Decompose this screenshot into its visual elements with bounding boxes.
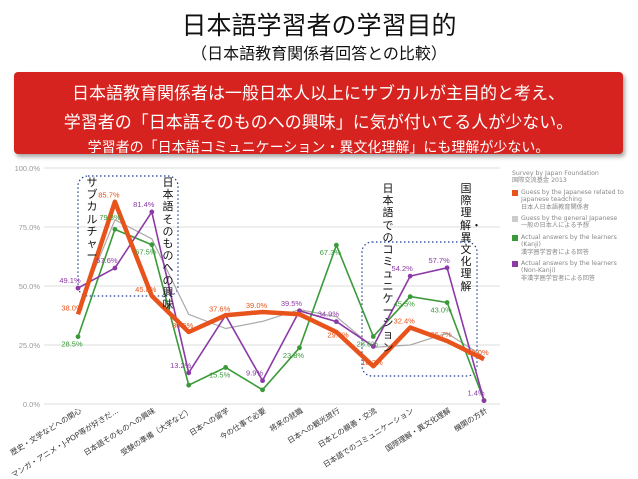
data-label-extra: 18.2% <box>361 358 383 367</box>
data-label-teachers: 38.0% <box>61 303 83 312</box>
data-label-nonkanji: 57.6% <box>96 256 118 265</box>
data-point-kanji <box>186 383 191 388</box>
y-tick-label: 50.0% <box>19 282 41 291</box>
legend-text-teachers: Guess by the Japanese related to Japanes… <box>521 189 624 203</box>
legend-swatch-teachers <box>512 190 518 196</box>
data-point-kanji <box>297 345 302 350</box>
legend-text-nonkanji-ja: 非漢字圏学習者による回答 <box>521 275 595 282</box>
data-label-nonkanji: 13.2% <box>170 361 192 370</box>
data-point-kanji <box>113 227 118 232</box>
data-label-teachers: 85.7% <box>98 191 120 200</box>
data-label-kanji: 43.0% <box>430 306 452 315</box>
data-point-kanji <box>76 334 81 339</box>
data-point-kanji <box>149 242 154 247</box>
data-label-extra: 29.5% <box>327 330 349 339</box>
data-label-nonkanji: 57.7% <box>428 256 450 265</box>
legend-item-nonkanji: Actual answers by the learners (Non-Kanj… <box>512 260 632 282</box>
data-point-nonkanji <box>408 274 413 279</box>
data-label-kanji: 67.5% <box>135 248 157 257</box>
data-point-kanji <box>223 365 228 370</box>
data-point-nonkanji <box>482 398 487 403</box>
legend-item-general: Guess by the general Japanese一般の日本人による予想 <box>512 215 632 230</box>
y-tick-label: 0.0% <box>23 400 40 409</box>
callout-subculture: サブカルチャー <box>86 177 98 262</box>
legend-source-2: 国際交流基金 2013 <box>512 177 632 184</box>
x-tick-label: 日本との親善・交流 <box>316 405 379 449</box>
data-label-teachers: 26.7% <box>430 330 452 339</box>
legend-swatch-general <box>512 216 518 222</box>
data-point-kanji <box>408 294 413 299</box>
legend-text-nonkanji: Actual answers by the learners (Non-Kanj… <box>521 260 617 274</box>
data-point-kanji <box>334 243 339 248</box>
data-label-kanji: 28.5% <box>61 340 83 349</box>
data-label-teachers: 39.0% <box>246 301 268 310</box>
data-point-nonkanji <box>76 286 81 291</box>
data-point-kanji <box>445 300 450 305</box>
data-point-nonkanji <box>149 209 154 214</box>
data-point-kanji <box>260 387 265 392</box>
data-label-teachers: 37.6% <box>209 304 231 313</box>
legend-text-general: Guess by the general Japanese <box>521 215 617 222</box>
chart-legend: Survey by Japan Foundation 国際交流基金 2013 G… <box>512 170 632 282</box>
data-label-nonkanji: 81.4% <box>133 200 155 209</box>
callout-communication: 日本語でのコミュニケーション <box>382 183 394 354</box>
data-label-teachers: 30.5% <box>172 321 194 330</box>
data-label-nonkanji: 34.9% <box>318 310 340 319</box>
data-label-teachers: 32.4% <box>394 317 416 326</box>
legend-item-teachers: Guess by the Japanese related to Japanes… <box>512 189 632 211</box>
callout-japanese-interest: 日本語そのものへの興味 <box>162 177 174 311</box>
data-point-nonkanji <box>113 266 118 271</box>
data-label-kanji: 45.5% <box>394 300 416 309</box>
legend-text-kanji-ja: 漢字圏学習者による回答 <box>521 249 589 256</box>
legend-swatch-kanji <box>512 235 518 241</box>
callout-intercultural: 国際理解・異文化理解 <box>460 183 472 293</box>
y-tick-label: 25.0% <box>19 341 41 350</box>
y-tick-label: 100.0% <box>15 164 41 173</box>
data-label-nonkanji: 39.5% <box>281 299 303 308</box>
y-tick-label: 75.0% <box>19 223 41 232</box>
data-label-kanji: 28.6% <box>357 340 379 349</box>
data-point-nonkanji <box>445 265 450 270</box>
legend-text-kanji: Actual answers by the learners (Kanji) <box>521 234 617 248</box>
data-label-kanji: 15.5% <box>209 370 231 379</box>
data-label-teachers: 19.0% <box>467 348 489 357</box>
legend-item-kanji: Actual answers by the learners (Kanji)漢字… <box>512 234 632 256</box>
legend-text-teachers-ja: 日本人日本語教育関係者 <box>521 204 589 211</box>
x-tick-label: 機関の方針 <box>452 405 490 434</box>
data-label-extra: 79.3% <box>99 213 121 222</box>
data-label-kanji: 67.3% <box>320 248 342 257</box>
data-point-kanji <box>371 334 376 339</box>
data-label-nonkanji: 9.9% <box>246 369 263 378</box>
x-tick-label: 国際理解・異文化理解 <box>383 405 452 453</box>
data-label-nonkanji: 54.2% <box>392 264 414 273</box>
legend-text-general-ja: 一般の日本人による予想 <box>521 222 589 229</box>
data-label-kanji: 23.8% <box>283 351 305 360</box>
data-label-teachers: 45.8% <box>135 285 157 294</box>
data-point-nonkanji <box>186 370 191 375</box>
data-point-nonkanji <box>334 319 339 324</box>
data-label-nonkanji: 1.4% <box>467 389 484 398</box>
data-point-nonkanji <box>260 378 265 383</box>
legend-swatch-nonkanji <box>512 261 518 267</box>
data-label-nonkanji: 49.1% <box>59 276 81 285</box>
